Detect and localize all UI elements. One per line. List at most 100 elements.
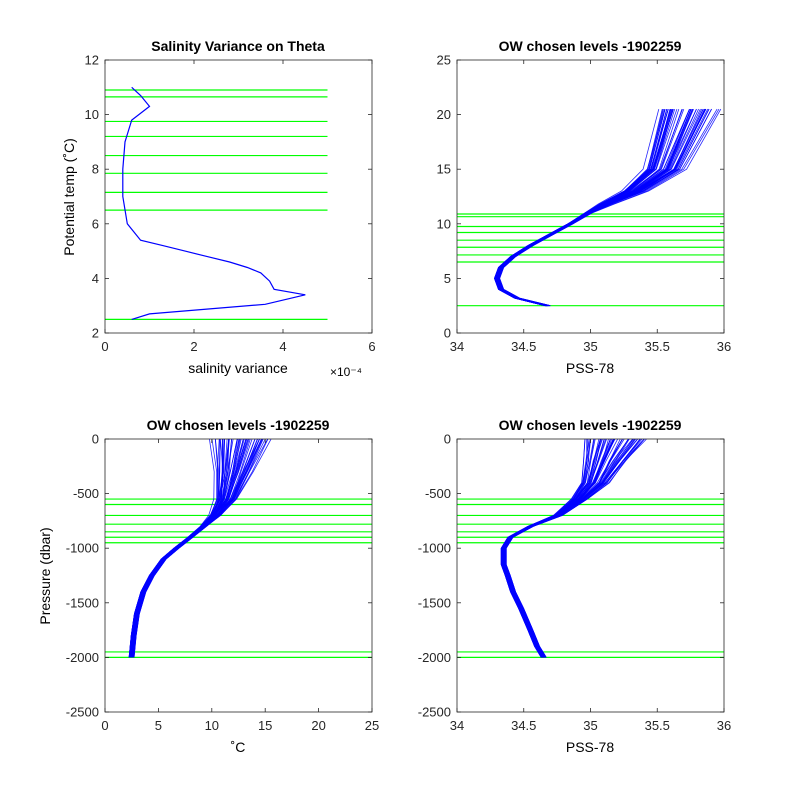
- panel-salinity-pressure-profile-27: [502, 439, 633, 658]
- panel-salinity-theta-profile-51: [496, 108, 669, 307]
- panel-salinity-theta-axes-box: [456, 59, 725, 334]
- panel-temp-pressure: OW chosen levels -1902259 ˚C Pressure (d…: [37, 417, 379, 755]
- panel-salinity-variance-x-tick-label-3: 6: [368, 339, 375, 354]
- panel-salinity-theta-y-tick-label-0: 0: [444, 326, 451, 341]
- panel-salinity-theta-x-tick-label-1: 34.5: [511, 339, 536, 354]
- panel-salinity-pressure-xlabel: PSS-78: [566, 739, 614, 755]
- panel-salinity-theta-profile-23: [495, 108, 666, 307]
- panel-salinity-theta-profile-4: [495, 108, 676, 307]
- panel-temp-pressure-axes-box: [104, 438, 373, 713]
- panel-salinity-variance-variance-tail: [131, 294, 306, 320]
- panel-salinity-variance-y-tick-label-2: 6: [92, 216, 99, 231]
- panel-salinity-variance-y-tick-label-0: 2: [92, 326, 99, 341]
- panel-salinity-variance-x-tick-label-0: 0: [101, 339, 108, 354]
- panel-temp-pressure-profile-44: [132, 439, 269, 658]
- panel-salinity-variance-x-tick-label-1: 2: [190, 339, 197, 354]
- panel-temp-pressure-x-tick-label-1: 5: [155, 718, 162, 733]
- panel-salinity-pressure-profile-28: [501, 439, 590, 658]
- panel-temp-pressure-x-tick-label-0: 0: [101, 718, 108, 733]
- panel-salinity-pressure-profile-56: [503, 439, 623, 658]
- panel-salinity-theta-profile-10: [494, 108, 666, 307]
- panel-salinity-theta-profile-47: [497, 108, 671, 307]
- panel-temp-pressure-x-tick-label-5: 25: [365, 718, 379, 733]
- panel-salinity-theta-y-tick-label-4: 20: [437, 107, 451, 122]
- panel-salinity-pressure-profile-52: [505, 439, 621, 658]
- panel-salinity-pressure-profile-35: [500, 439, 611, 658]
- panel-salinity-variance-ylabel: Potential temp (˚C): [61, 138, 77, 255]
- panel-salinity-pressure-x-tick-label-3: 35.5: [645, 718, 670, 733]
- panel-salinity-pressure-profile-6: [501, 439, 586, 658]
- panel-salinity-pressure-profile-18: [501, 439, 607, 658]
- panel-salinity-pressure-profile-13: [500, 439, 586, 658]
- panel-temp-pressure-ylabel: Pressure (dbar): [37, 527, 53, 624]
- panel-temp-pressure-profile-34: [128, 439, 215, 658]
- panel-salinity-pressure-profile-58: [504, 439, 613, 658]
- panel-temp-pressure-x-tick-label-4: 20: [311, 718, 325, 733]
- panel-temp-pressure-profile-56: [130, 439, 250, 658]
- panel-salinity-pressure-x-tick-label-4: 36: [717, 718, 731, 733]
- panel-salinity-theta-x-tick-label-2: 35: [583, 339, 597, 354]
- panel-salinity-theta-y-tick-label-5: 25: [437, 53, 451, 68]
- panel-salinity-theta-profile-37: [499, 108, 722, 307]
- panel-salinity-pressure-y-tick-label-0: -2500: [418, 705, 451, 720]
- panel-salinity-theta-x-tick-label-3: 35.5: [645, 339, 670, 354]
- panel-temp-pressure-profile-30: [131, 439, 272, 658]
- panel-salinity-pressure-profile-54: [502, 439, 605, 658]
- panel-salinity-pressure-profile-0: [503, 439, 588, 658]
- panel-temp-pressure-profile-59: [129, 439, 247, 658]
- panel-temp-pressure-profile-32: [129, 439, 238, 658]
- panel-salinity-pressure-profile-40: [502, 439, 591, 658]
- panel-temp-pressure-title: OW chosen levels -1902259: [147, 417, 330, 433]
- panel-salinity-theta-profile-49: [494, 108, 660, 307]
- panel-salinity-theta-profile-38: [495, 108, 672, 307]
- panel-salinity-pressure-profile-47: [504, 439, 592, 658]
- panel-salinity-variance-y-tick-label-1: 4: [92, 271, 99, 286]
- panel-salinity-pressure-profile-57: [502, 439, 614, 658]
- panel-salinity-theta-profile-40: [496, 108, 673, 307]
- panel-salinity-theta-profile-59: [495, 108, 694, 307]
- panel-salinity-theta: OW chosen levels -1902259 PSS-78 34 34.5 3…: [437, 38, 732, 376]
- panel-salinity-pressure-x-tick-label-2: 35: [583, 718, 597, 733]
- panel-temp-pressure-xlabel: ˚C: [231, 739, 246, 755]
- panel-salinity-variance-y-tick-label-4: 10: [85, 107, 99, 122]
- panel-temp-pressure-profile-19: [133, 439, 228, 658]
- panel-temp-pressure-profile-58: [131, 439, 260, 658]
- panel-temp-pressure-profile-51: [129, 439, 262, 658]
- panel-salinity-theta-y-tick-label-3: 15: [437, 162, 451, 177]
- panel-salinity-theta-profile-17: [494, 108, 669, 307]
- panel-salinity-pressure-profile-59: [502, 439, 630, 658]
- panel-salinity-theta-profile-2: [495, 108, 668, 307]
- panel-salinity-theta-y-tick-label-2: 10: [437, 216, 451, 231]
- panel-salinity-theta-x-tick-label-0: 34: [450, 339, 464, 354]
- panel-salinity-pressure-profile-34: [502, 439, 645, 658]
- panel-salinity-theta-xlabel: PSS-78: [566, 360, 614, 376]
- panel-salinity-pressure-y-tick-label-1: -2000: [418, 650, 451, 665]
- panel-salinity-theta-profile-32: [498, 109, 666, 307]
- panel-salinity-variance-x-exponent: ×10⁻⁴: [330, 365, 362, 379]
- panel-salinity-theta-profile-15: [498, 108, 680, 307]
- panel-salinity-pressure-title: OW chosen levels -1902259: [499, 417, 682, 433]
- panel-salinity-theta-profile-39: [497, 108, 669, 307]
- panel-salinity-theta-profile-24: [496, 108, 674, 307]
- panel-salinity-pressure-profile-37: [502, 439, 588, 658]
- panel-salinity-pressure-x-tick-label-0: 34: [450, 718, 464, 733]
- panel-salinity-theta-profile-28: [494, 108, 674, 307]
- panel-salinity-theta-profile-1: [498, 108, 673, 307]
- panel-salinity-pressure-profile-49: [501, 439, 602, 658]
- panel-salinity-theta-profile-6: [496, 108, 673, 307]
- panel-salinity-theta-profile-22: [498, 109, 663, 307]
- panel-salinity-theta-profile-11: [495, 108, 671, 307]
- panel-salinity-variance-title: Salinity Variance on Theta: [151, 38, 325, 54]
- panel-salinity-pressure-profile-16: [501, 439, 595, 658]
- panel-salinity-theta-x-tick-label-4: 36: [717, 339, 731, 354]
- panel-salinity-pressure-y-tick-label-4: -500: [425, 486, 451, 501]
- panel-salinity-variance-y-tick-label-3: 8: [92, 162, 99, 177]
- panel-salinity-theta-profile-36: [494, 108, 678, 307]
- panel-salinity-variance-y-tick-label-5: 12: [85, 53, 99, 68]
- panel-salinity-pressure-y-tick-label-3: -1000: [418, 541, 451, 556]
- panel-salinity-pressure-profile-41: [502, 439, 619, 658]
- panel-salinity-theta-profile-27: [496, 108, 718, 307]
- panel-salinity-pressure-profile-14: [504, 439, 595, 658]
- panel-temp-pressure-x-tick-label-3: 15: [258, 718, 272, 733]
